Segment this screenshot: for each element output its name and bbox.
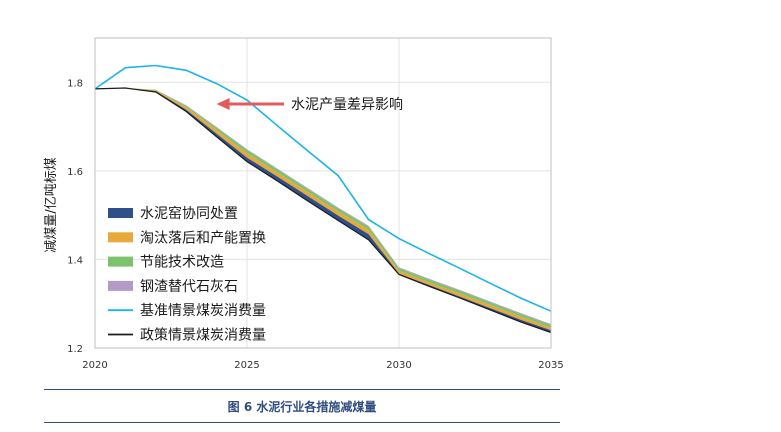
- legend-swatch: [108, 208, 133, 218]
- legend-label: 节能技术改造: [140, 255, 224, 271]
- y-tick-label: 1.4: [67, 255, 83, 266]
- series-lines: [94, 64, 552, 334]
- plot-frame: [94, 37, 552, 349]
- x-axis-ticks: 2020 2025 2030 2035: [82, 360, 563, 371]
- legend-label: 政策情景煤炭消费量: [140, 327, 266, 344]
- legend-label: 淘汰落后和产能置换: [140, 229, 266, 246]
- y-tick-label: 1.6: [67, 167, 83, 178]
- y-tick-label: 1.2: [67, 344, 83, 355]
- figure-caption: 图 6 水泥行业各措施减煤量: [44, 389, 560, 423]
- y-axis-label: 减煤量/亿吨标煤: [44, 157, 59, 252]
- series-line-2: [94, 87, 552, 334]
- legend-swatch: [108, 280, 133, 291]
- annotation-text: 水泥产量差异影响: [291, 97, 403, 113]
- legend-swatch: [108, 232, 133, 243]
- x-tick-label: 2035: [538, 360, 563, 371]
- legend-swatch: [108, 256, 133, 267]
- annotation-arrowhead: [216, 98, 230, 110]
- y-axis-ticks: 1.2 1.4 1.6 1.8: [67, 78, 83, 355]
- legend-label: 钢渣替代石灰石: [140, 279, 238, 295]
- x-tick-label: 2030: [386, 360, 411, 371]
- x-tick-label: 2020: [82, 360, 107, 371]
- annotation: 水泥产量差异影响: [216, 97, 403, 113]
- series-line-1: [94, 64, 552, 312]
- legend-label: 水泥窑协同处置: [140, 205, 238, 222]
- legend: 水泥窑协同处置淘汰落后和产能置换节能技术改造钢渣替代石灰石基准情景煤炭消费量政策…: [108, 205, 266, 344]
- y-tick-label: 1.8: [67, 78, 83, 89]
- x-tick-label: 2025: [234, 360, 259, 371]
- legend-label: 基准情景煤炭消费量: [140, 302, 266, 319]
